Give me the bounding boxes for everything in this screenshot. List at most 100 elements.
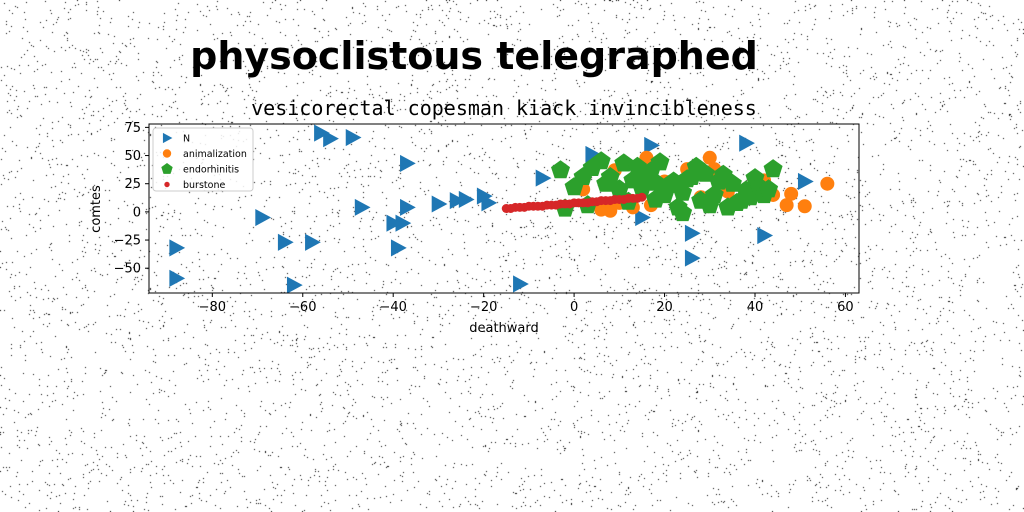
data-point — [784, 186, 799, 201]
data-point — [650, 152, 670, 171]
data-point — [551, 200, 561, 210]
legend-label: animalization — [183, 149, 247, 160]
data-point — [323, 130, 339, 148]
data-point — [763, 159, 783, 178]
data-point — [646, 189, 665, 208]
legend-label: burstone — [183, 180, 225, 191]
data-point — [718, 197, 738, 216]
data-point — [797, 199, 812, 214]
data-point — [739, 134, 755, 152]
x-tick-label: 40 — [747, 300, 764, 315]
data-point — [314, 124, 330, 142]
data-point — [623, 193, 633, 203]
data-point — [609, 179, 629, 198]
data-point — [797, 172, 814, 191]
y-axis-ticks: −50 −25 0 25 50 75 — [114, 121, 149, 277]
data-point — [535, 169, 552, 187]
data-point — [533, 201, 543, 211]
x-tick-label: −20 — [470, 300, 497, 315]
data-point — [646, 172, 665, 191]
data-point — [635, 208, 651, 227]
data-point — [614, 153, 634, 172]
data-point — [400, 154, 416, 172]
x-tick-label: −80 — [199, 300, 226, 315]
x-axis-ticks: −80 −60 −40 −20 0 20 40 60 — [199, 293, 854, 315]
data-point — [476, 187, 493, 205]
legend-marker — [162, 149, 172, 158]
series-2 — [551, 151, 783, 222]
chart-title: vesicorectal copesman kiack invinciblene… — [251, 96, 757, 120]
y-tick-label: 75 — [124, 121, 141, 136]
data-point — [614, 194, 624, 204]
data-point — [449, 192, 466, 210]
legend-marker — [164, 181, 170, 188]
x-axis-label: deathward — [469, 321, 539, 336]
data-point — [542, 200, 552, 210]
data-point — [591, 151, 611, 170]
data-point — [386, 214, 403, 232]
series-0 — [169, 124, 814, 294]
data-point — [779, 198, 794, 213]
data-point — [632, 193, 642, 203]
data-point — [759, 179, 779, 198]
data-point — [644, 136, 660, 154]
data-point — [524, 201, 534, 211]
legend-box — [152, 127, 254, 192]
x-tick-label: −60 — [289, 300, 316, 315]
data-point — [585, 145, 602, 163]
data-point — [400, 198, 416, 216]
chart-suptitle: physoclistous telegraphed — [190, 34, 758, 78]
data-point — [169, 269, 186, 287]
data-point — [513, 275, 529, 293]
legend-marker — [162, 132, 173, 144]
data-point — [605, 196, 615, 206]
data-point — [820, 176, 835, 191]
data-point — [702, 150, 717, 165]
y-tick-label: −50 — [114, 262, 141, 277]
legend-label: N — [183, 134, 190, 145]
y-tick-label: 25 — [124, 177, 141, 192]
data-point — [277, 233, 294, 251]
data-point — [587, 197, 597, 207]
data-point — [169, 239, 186, 257]
data-point — [255, 208, 272, 227]
data-point — [695, 163, 715, 182]
plot-frame — [148, 123, 860, 294]
data-points — [169, 124, 835, 294]
data-point — [594, 202, 609, 217]
legend-label: endorhinitis — [183, 165, 239, 176]
data-point — [286, 276, 303, 294]
data-point — [515, 202, 525, 212]
x-tick-label: 0 — [570, 300, 578, 315]
data-point — [481, 194, 498, 212]
data-point — [673, 203, 693, 222]
data-point — [596, 173, 616, 192]
data-point — [569, 198, 579, 208]
x-tick-label: 20 — [656, 300, 673, 315]
y-axis-label: comtes — [89, 185, 104, 233]
data-point — [560, 199, 570, 209]
data-point — [578, 198, 588, 208]
data-point — [390, 239, 407, 257]
data-point — [684, 224, 701, 242]
data-point — [506, 204, 516, 213]
data-point — [757, 226, 774, 245]
data-point — [627, 156, 647, 175]
x-tick-label: −40 — [379, 300, 406, 315]
data-point — [596, 196, 606, 206]
series-3 — [501, 192, 647, 213]
legend-marker — [161, 163, 173, 174]
y-tick-label: 50 — [124, 149, 141, 164]
data-point — [354, 198, 371, 216]
data-point — [458, 190, 475, 209]
data-point — [551, 160, 570, 179]
x-tick-label: 60 — [837, 300, 854, 315]
data-point — [345, 128, 362, 147]
data-point — [395, 214, 412, 232]
y-tick-label: −25 — [114, 234, 141, 249]
y-tick-label: 0 — [133, 205, 141, 220]
